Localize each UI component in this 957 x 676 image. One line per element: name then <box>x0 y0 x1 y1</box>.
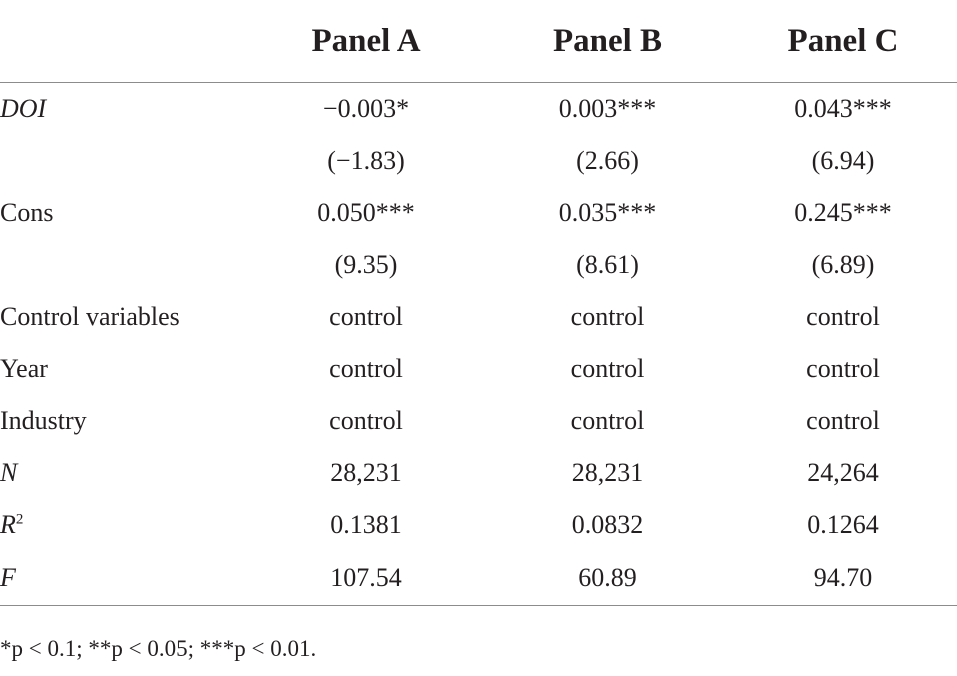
table-cell: control <box>806 302 880 331</box>
table-cell: 94.70 <box>729 551 957 606</box>
table-row: Year control control control <box>0 343 957 395</box>
table-cell: 24,264 <box>807 458 879 487</box>
table-cell: 0.035*** <box>558 198 657 227</box>
row-label-superscript: 2 <box>15 511 24 528</box>
row-label <box>0 135 246 187</box>
table-row: DOI −0.003* 0.003*** 0.043*** <box>0 83 957 136</box>
row-label-text: N <box>0 458 18 487</box>
table-row: (−1.83) (2.66) (6.94) <box>0 135 957 187</box>
table-cell: (−1.83) <box>327 146 405 175</box>
table-cell: 28,231 <box>571 458 644 487</box>
row-label-text: DOI <box>0 94 47 123</box>
table-body: DOI −0.003* 0.003*** 0.043*** (−1.83) (2.66)(… <box>0 83 957 606</box>
row-label <box>0 239 246 291</box>
table-cell: 0.003*** <box>558 94 657 123</box>
row-label: Industry <box>0 395 246 447</box>
table-cell: control <box>570 406 645 435</box>
table-cell: control <box>806 406 880 435</box>
header-panel-a: Panel A <box>246 0 486 83</box>
regression-table: Panel A Panel B Panel C DOI −0.003* 0.003*… <box>0 0 957 606</box>
significance-note: *p < 0.1; **p < 0.05; ***p < 0.01. <box>0 636 317 661</box>
row-label: Year <box>0 343 246 395</box>
table-cell: 107.54 <box>246 551 486 606</box>
row-label-text: Cons <box>0 198 54 227</box>
table-cell: control <box>570 302 645 331</box>
table-cell: control <box>806 354 880 383</box>
table-cell: (6.89) <box>811 250 875 279</box>
table-cell: 0.043*** <box>794 94 892 123</box>
table-row: R2 0.1381 0.0832 0.1264 <box>0 499 957 551</box>
row-label: F <box>0 551 246 606</box>
table-cell: 0.050*** <box>317 198 415 227</box>
table-cell: 0.0832 <box>571 510 644 539</box>
row-label: R2 <box>0 499 246 551</box>
table-row: Industry control control control <box>0 395 957 447</box>
table-cell: −0.003* <box>322 94 410 123</box>
table-cell: (2.66) <box>576 146 639 175</box>
table-cell: control <box>329 406 403 435</box>
table-row: Control variables control control control <box>0 291 957 343</box>
row-label: DOI <box>0 83 246 136</box>
row-label: Cons <box>0 187 246 239</box>
table-cell: (6.94) <box>811 146 875 175</box>
table-cell: 0.1264 <box>807 510 879 539</box>
table-row: Cons 0.050*** 0.035*** 0.245*** <box>0 187 957 239</box>
table-cell: (8.61) <box>576 250 639 279</box>
table-cell: control <box>329 302 403 331</box>
row-label-text: R <box>0 510 16 539</box>
table-cell: (9.35) <box>334 250 398 279</box>
table-header: Panel A Panel B Panel C <box>0 0 957 83</box>
table-cell: 0.1381 <box>330 510 402 539</box>
header-panel-b: Panel B <box>486 0 729 83</box>
row-label-text: Control variables <box>0 302 180 331</box>
row-label-text: Industry <box>0 406 87 435</box>
table-cell: control <box>329 354 403 383</box>
table-cell: control <box>570 354 645 383</box>
table-cell: 0.245*** <box>794 198 892 227</box>
table-row: F 107.54 60.89 94.70 <box>0 551 957 606</box>
row-label-text: Year <box>0 354 48 383</box>
table-cell: 28,231 <box>330 458 402 487</box>
table-cell: 60.89 <box>486 551 729 606</box>
table-row: (9.35) (8.61) (6.89) <box>0 239 957 291</box>
table-row: N 28,231 28,231 24,264 <box>0 447 957 499</box>
header-panel-c: Panel C <box>729 0 957 83</box>
header-row: Panel A Panel B Panel C <box>0 0 957 83</box>
row-label-text: F <box>0 563 16 592</box>
row-label: Control variables <box>0 291 246 343</box>
header-stub <box>0 0 246 83</box>
row-label: N <box>0 447 246 499</box>
